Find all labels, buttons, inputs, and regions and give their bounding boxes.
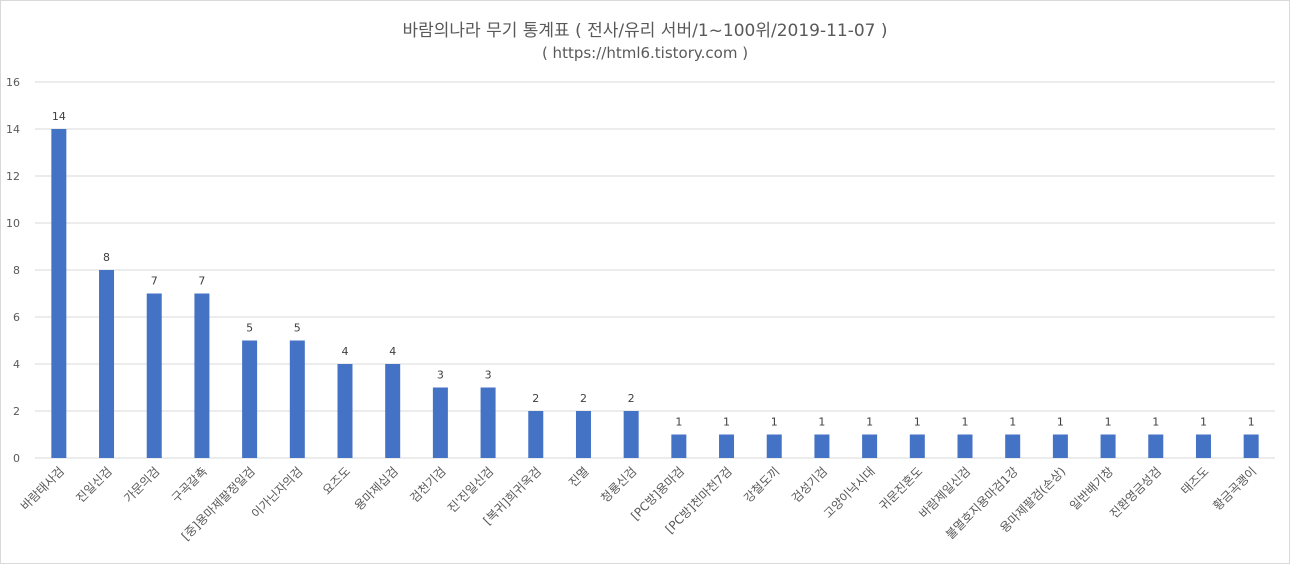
bar bbox=[99, 270, 115, 458]
data-label: 1 bbox=[1057, 416, 1064, 429]
bar bbox=[671, 434, 687, 458]
x-tick-label: 귀문진혼도 bbox=[876, 464, 925, 513]
bar bbox=[1243, 434, 1259, 458]
bar bbox=[1195, 434, 1211, 458]
data-label: 8 bbox=[103, 251, 110, 264]
y-tick-label: 8 bbox=[13, 264, 20, 277]
x-tick-label: 고양이낙시대 bbox=[821, 464, 878, 521]
data-label: 1 bbox=[962, 416, 969, 429]
x-tick-label: 요즈도 bbox=[320, 464, 353, 497]
y-tick-label: 0 bbox=[13, 452, 20, 465]
x-tick-label: 용마제십검 bbox=[352, 464, 401, 513]
bar bbox=[766, 434, 782, 458]
data-label: 1 bbox=[1248, 416, 1255, 429]
bar bbox=[194, 293, 210, 458]
bar bbox=[480, 387, 496, 458]
data-label: 2 bbox=[628, 392, 635, 405]
chart-subtitle: ( https://html6.tistory.com ) bbox=[541, 44, 749, 62]
y-tick-label: 16 bbox=[6, 76, 20, 89]
bar bbox=[51, 129, 67, 458]
bar bbox=[623, 411, 639, 458]
x-tick-label: 태즈도 bbox=[1178, 464, 1211, 497]
bar bbox=[575, 411, 591, 458]
x-tick-label: 이가닌자의검 bbox=[249, 464, 306, 521]
bar bbox=[1148, 434, 1164, 458]
data-label: 7 bbox=[198, 275, 205, 288]
data-label: 3 bbox=[437, 369, 444, 382]
x-tick-label: 검성기검 bbox=[789, 464, 830, 505]
x-tick-label: 진일신검 bbox=[74, 464, 115, 505]
data-label: 3 bbox=[485, 369, 492, 382]
data-label: 1 bbox=[771, 416, 778, 429]
x-tick-label: 검천기검 bbox=[407, 464, 449, 506]
data-label: 7 bbox=[151, 275, 158, 288]
x-tick-label: 바람태사검 bbox=[18, 464, 67, 513]
bar bbox=[528, 411, 544, 458]
x-tick-label: 가문의검 bbox=[121, 464, 162, 505]
data-label: 2 bbox=[580, 392, 587, 405]
data-label: 5 bbox=[294, 322, 301, 335]
bar bbox=[719, 434, 735, 458]
bar bbox=[1005, 434, 1021, 458]
y-tick-label: 2 bbox=[13, 405, 20, 418]
bar bbox=[814, 434, 830, 458]
x-tick-label: 진'진일신검 bbox=[445, 464, 496, 515]
x-tick-label: 강철도끼 bbox=[741, 464, 782, 505]
bar bbox=[1100, 434, 1116, 458]
x-tick-label: 황금곡괭이 bbox=[1210, 464, 1259, 513]
y-tick-label: 12 bbox=[6, 170, 20, 183]
bar bbox=[432, 387, 448, 458]
bar bbox=[337, 364, 353, 458]
bar bbox=[862, 434, 878, 458]
x-tick-label: 구곡갈쵹 bbox=[169, 464, 210, 505]
data-label: 1 bbox=[818, 416, 825, 429]
x-tick-label: 청룡신검 bbox=[598, 464, 639, 505]
x-tick-label: 일반배기창 bbox=[1067, 464, 1116, 513]
bar bbox=[289, 340, 305, 458]
data-label: 4 bbox=[389, 345, 396, 358]
y-tick-label: 6 bbox=[13, 311, 20, 324]
x-tick-label: 진환영금성검 bbox=[1107, 464, 1164, 521]
bar bbox=[909, 434, 925, 458]
data-label: 1 bbox=[1009, 416, 1016, 429]
x-tick-label: 진멸 bbox=[566, 464, 592, 490]
data-label: 5 bbox=[246, 322, 253, 335]
bar bbox=[146, 293, 162, 458]
bar bbox=[242, 340, 258, 458]
data-label: 14 bbox=[52, 110, 66, 123]
y-tick-label: 10 bbox=[6, 217, 20, 230]
bar bbox=[1052, 434, 1068, 458]
data-label: 1 bbox=[1152, 416, 1159, 429]
chart-title: 바람의나라 무기 통계표 ( 전사/유리 서버/1~100위/2019-11-0… bbox=[402, 21, 888, 41]
data-label: 1 bbox=[675, 416, 682, 429]
data-label: 1 bbox=[723, 416, 730, 429]
data-label: 4 bbox=[342, 345, 349, 358]
bar bbox=[957, 434, 973, 458]
data-label: 1 bbox=[1105, 416, 1112, 429]
data-label: 2 bbox=[532, 392, 539, 405]
bar bbox=[385, 364, 401, 458]
data-label: 1 bbox=[1200, 416, 1207, 429]
y-tick-label: 4 bbox=[13, 358, 20, 371]
data-label: 1 bbox=[914, 416, 921, 429]
data-label: 1 bbox=[866, 416, 873, 429]
y-tick-label: 14 bbox=[6, 123, 20, 136]
